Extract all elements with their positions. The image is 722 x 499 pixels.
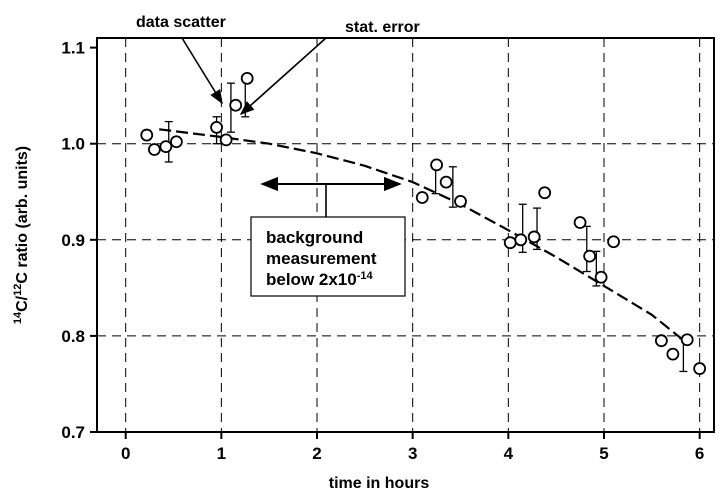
background-measurement-box [250,216,406,297]
data-point [159,140,173,153]
x-tick-label: 2 [312,444,321,463]
data-point [693,362,707,375]
y-axis-label: 14C/12C ratio (arb. units) [12,146,31,324]
data-point [583,249,597,263]
y-tick-label: 1.1 [61,39,85,58]
data-point [594,270,608,284]
box-limit-exponent: -14 [357,270,374,282]
data-point [140,128,154,142]
y-axis-label-part-ratio: C ratio (arb. units) [14,146,31,284]
y-tick-label: 0.7 [61,423,85,442]
x-tick-label: 1 [217,444,226,463]
y-tick-label: 0.8 [61,327,85,346]
data-point [439,175,453,189]
x-tick-label: 5 [599,444,608,463]
box-line-limit: below 2x10-14 [266,270,373,289]
x-tick-label: 3 [408,444,417,463]
trend-curve-group [159,128,686,343]
data-point [680,333,694,347]
data-point [430,158,443,172]
data-point [607,235,620,249]
data-point [219,133,233,147]
x-axis-label: time in hours [329,475,430,492]
y-tick-label: 1.0 [61,135,85,154]
y-axis-label-sup-12: 12 [12,284,24,296]
box-limit-main: below 2x10 [266,270,357,289]
data-point [147,143,161,156]
data-point [503,236,517,250]
trend-curve [159,128,686,343]
error-bars [164,77,688,373]
box-line-measurement: measurement [266,249,377,268]
x-tick-label: 4 [504,444,514,463]
y-axis-label-sup-14: 14 [12,311,24,324]
plot-frame [96,37,715,433]
data-point [573,216,587,229]
box-line-background: background [266,228,363,247]
data-scatter-label: data scatter [136,14,226,31]
x-tick-labels: 0 1 2 3 4 5 6 [121,444,704,463]
y-tick-label: 0.9 [61,231,85,250]
stat-error-label: stat. error [345,19,420,36]
error-bar [582,225,591,273]
data-point [666,347,680,361]
data-point [169,135,183,149]
y-tick-labels: 0.7 0.8 0.9 1.0 1.1 [61,39,85,442]
data-point [240,71,254,85]
x-tick-label: 6 [695,444,704,463]
data-scatter-arrow [181,37,223,105]
data-point [210,120,223,134]
data-point [229,98,243,112]
data-point [527,230,541,244]
x-tick-label: 0 [121,444,130,463]
data-points [140,71,707,375]
axis-ticks [90,46,701,439]
stat-error-arrow [239,37,327,115]
data-point [654,334,668,348]
data-point [454,194,467,208]
y-axis-label-part-c: C/ [14,295,31,312]
data-point [415,191,429,204]
error-bar [448,166,457,208]
data-point [514,233,528,247]
data-point [538,186,552,200]
